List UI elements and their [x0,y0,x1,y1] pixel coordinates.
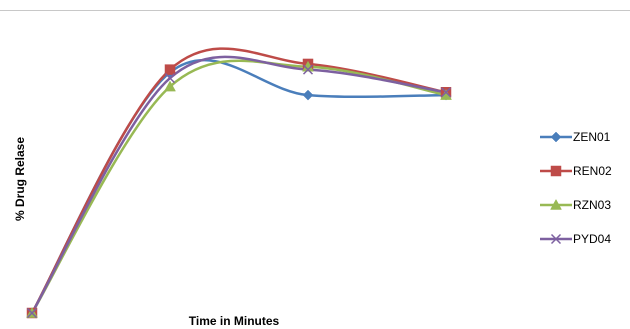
legend-label-rzn03: RZN03 [573,198,611,212]
marker-layer [26,58,452,319]
data-point-pyd04-1 [164,73,176,84]
legend-item-rzn03: RZN03 [540,198,611,212]
series-line-ren02 [30,47,448,315]
legend-label-pyd04: PYD04 [573,232,611,246]
legend-item-pyd04: PYD04 [540,232,611,246]
y-axis-label: % Drug Relase [13,137,27,221]
data-point-pyd04-2 [302,64,314,75]
legend-marker-pyd04 [550,233,562,245]
series-layer [30,47,448,315]
series-line-pyd04 [30,55,448,315]
legend-marker-zen01 [550,131,562,143]
series-line-rzn03 [30,59,448,315]
x-axis-label: Time in Minutes [189,314,280,328]
legend-marker-ren02 [550,165,562,177]
data-point-rzn03-1 [164,80,176,92]
data-point-pyd04-3 [440,87,452,98]
data-point-ren02-1 [164,64,176,75]
legend: ZEN01 REN02 RZN03 PYD04 [540,130,612,246]
legend-item-ren02: REN02 [540,164,612,178]
legend-label-zen01: ZEN01 [573,130,611,144]
legend-item-zen01: ZEN01 [540,130,611,144]
data-point-pyd04-0 [26,307,38,319]
legend-marker-rzn03 [550,198,562,210]
legend-label-ren02: REN02 [573,164,612,178]
data-point-zen01-2 [302,89,314,101]
